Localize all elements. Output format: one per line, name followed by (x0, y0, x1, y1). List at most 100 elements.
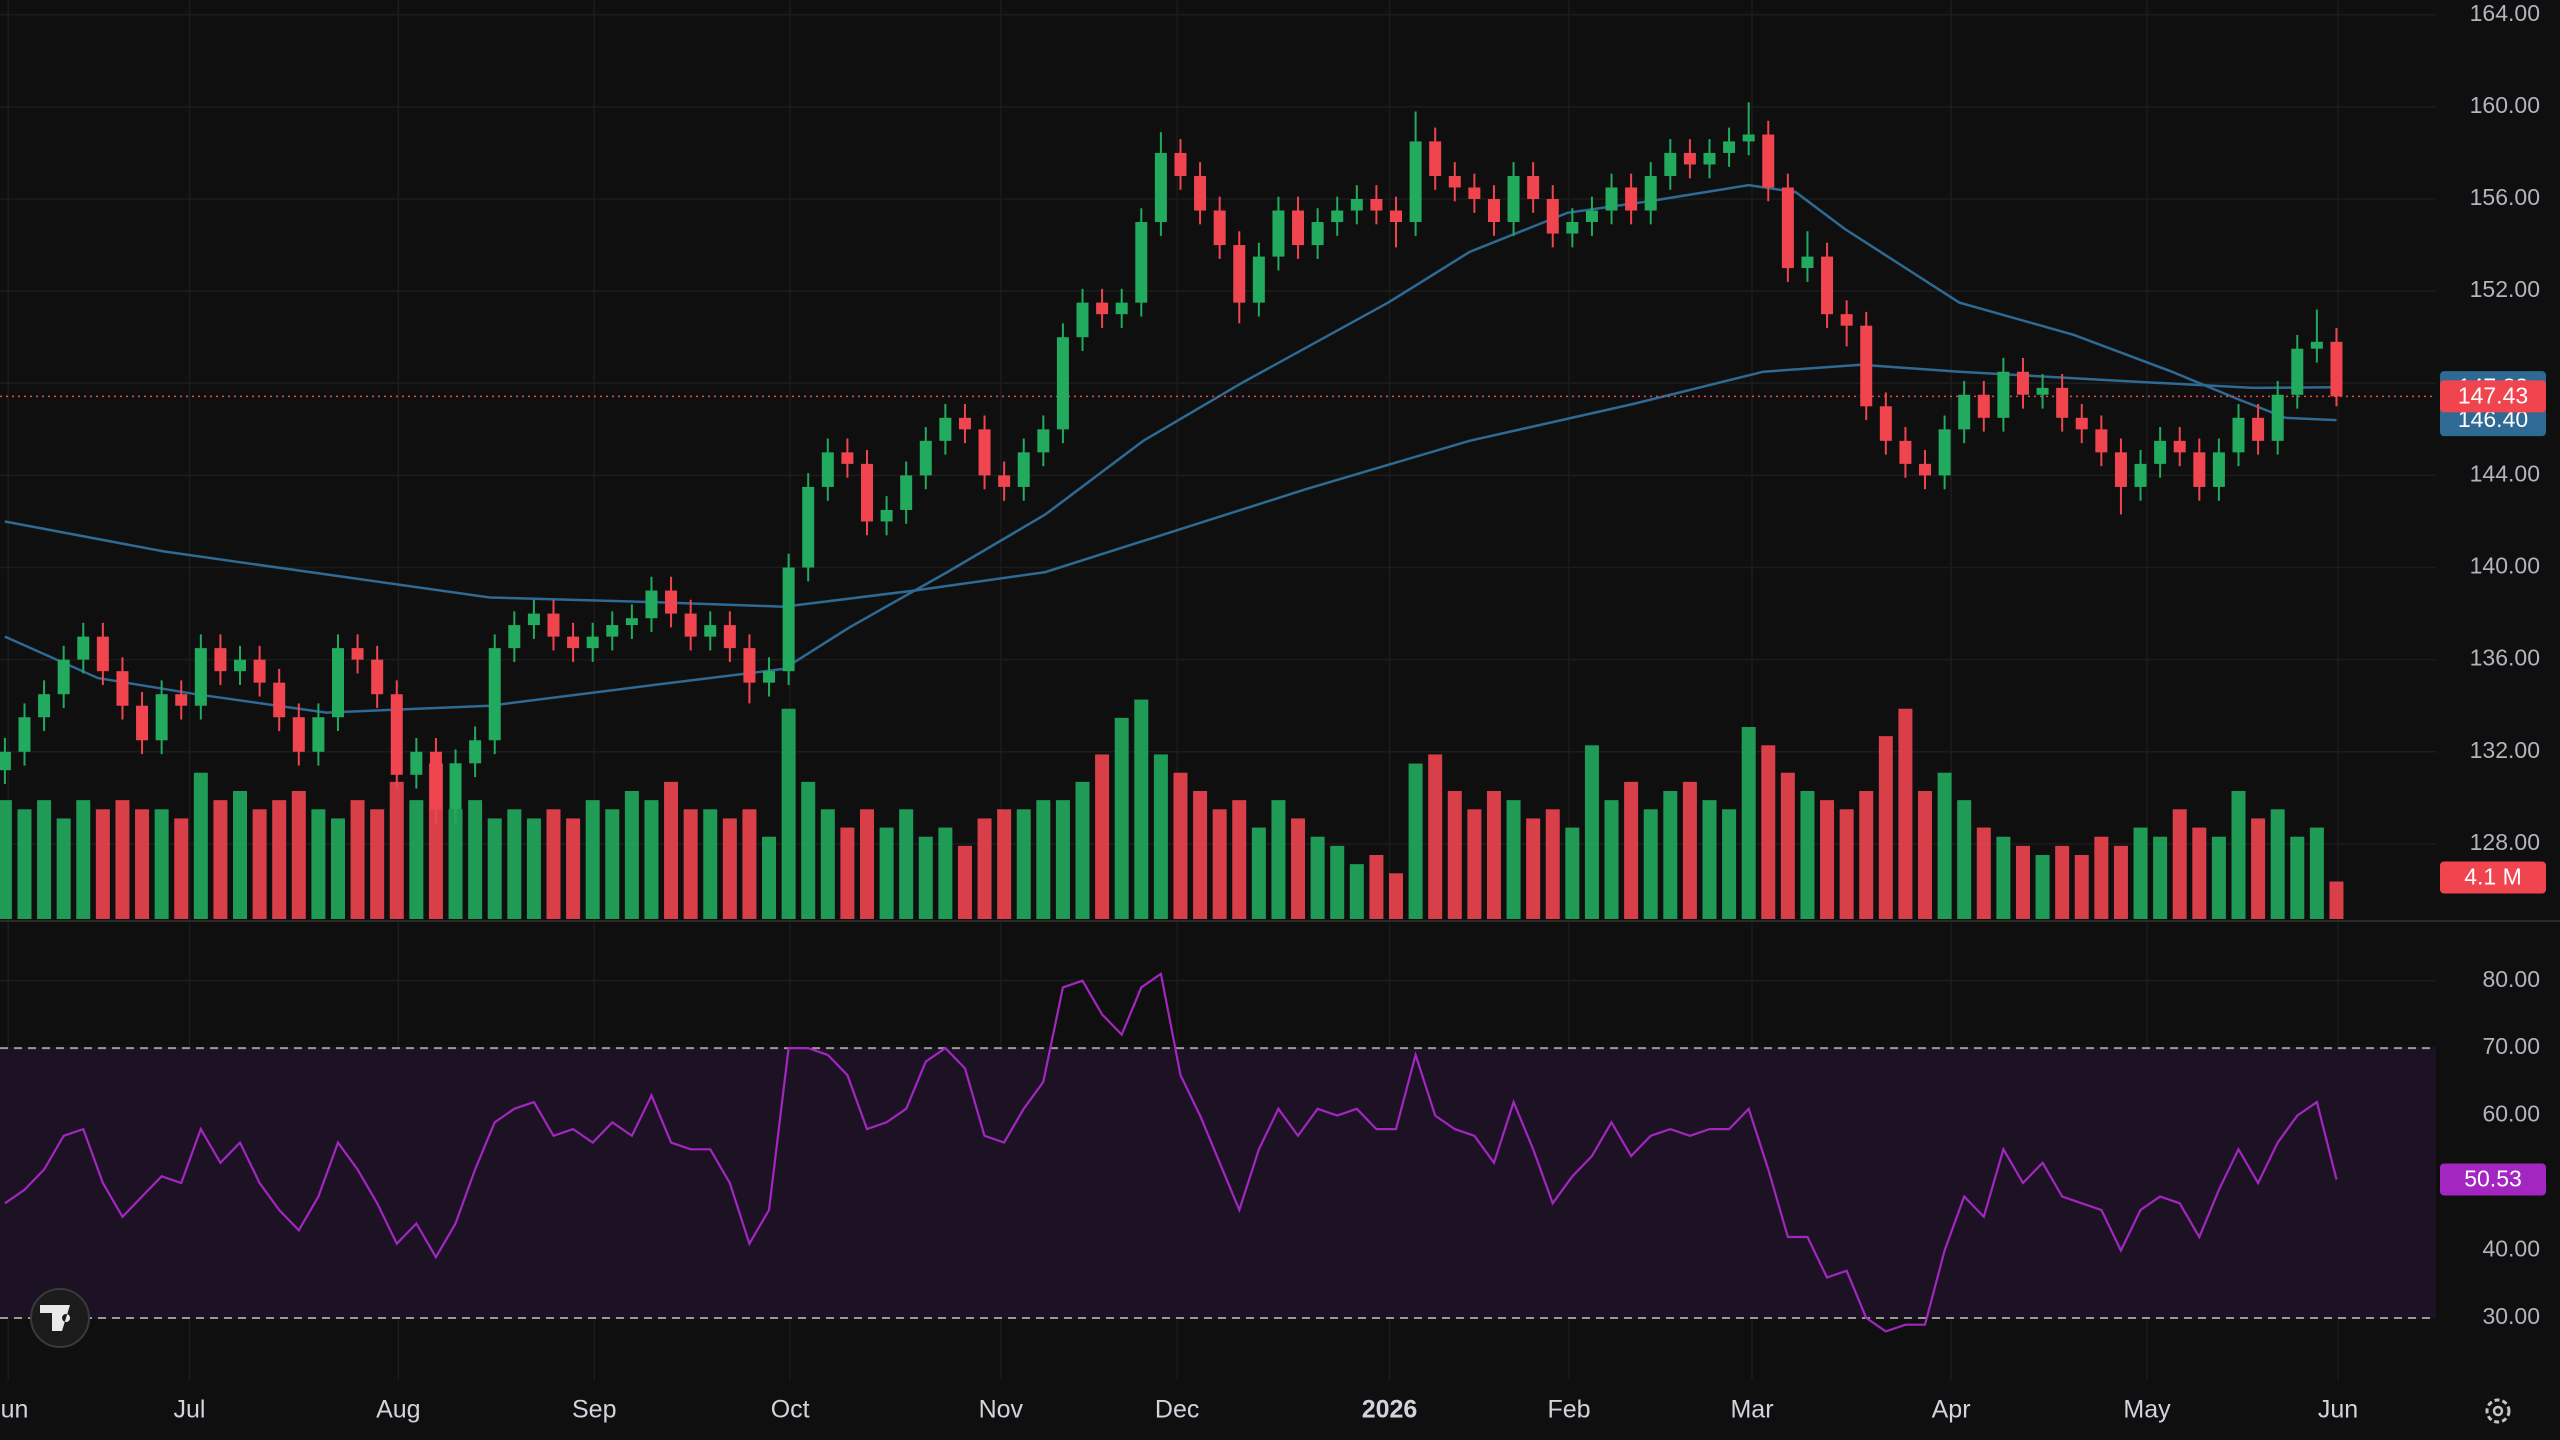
y-tick-label: 132.00 (2470, 737, 2540, 763)
volume-bar (252, 809, 267, 919)
candle-body (841, 452, 854, 464)
candle-body (0, 751, 11, 771)
candle-body (292, 717, 305, 752)
volume-bar (370, 809, 385, 919)
candle-body (2075, 417, 2088, 430)
volume-bar (644, 800, 659, 919)
candle-body (1527, 175, 1540, 200)
x-tick-label: Nov (979, 1396, 1024, 1424)
candle-body (586, 636, 599, 649)
candle-body (2114, 452, 2127, 487)
volume-bar (17, 809, 32, 919)
tradingview-logo[interactable] (30, 1288, 90, 1348)
candle-body (1076, 302, 1089, 338)
volume-bar (1486, 791, 1501, 919)
volume-bar (2074, 855, 2089, 919)
candle-body (1096, 302, 1109, 315)
candle-body (527, 613, 540, 626)
candle-body (2056, 387, 2069, 418)
candle-body (488, 648, 501, 741)
candle-body (860, 463, 873, 522)
rsi-line (4, 972, 2338, 1333)
volume-bar (1565, 827, 1580, 919)
volume-bar (1604, 800, 1619, 919)
volume-bar (1467, 809, 1482, 919)
volume-bar (664, 781, 679, 919)
value-tag (2440, 861, 2546, 894)
candle-body (1958, 394, 1971, 430)
candle-body (665, 590, 678, 614)
volume-bar (605, 809, 620, 919)
volume-bar (2172, 809, 2187, 919)
candle-body (1507, 175, 1520, 223)
candle-body (821, 452, 834, 487)
volume-bar (37, 800, 52, 919)
volume-bar (624, 791, 639, 919)
volume-bar (2055, 845, 2070, 919)
candle-body (547, 613, 560, 637)
volume-bar (1251, 827, 1266, 919)
candle-body (1997, 371, 2010, 418)
candle-body (958, 417, 971, 430)
candle-body (1056, 337, 1069, 430)
volume-bar (1506, 800, 1521, 919)
y-tick-label: 156.00 (2470, 184, 2540, 210)
candle-body (1938, 429, 1951, 476)
volume-bar (0, 800, 12, 919)
volume-bar (350, 800, 365, 919)
volume-bar (1780, 772, 1795, 919)
volume-bar (1271, 800, 1286, 919)
candle-body (1370, 199, 1383, 211)
x-tick-label: Sep (572, 1396, 616, 1424)
candle-body (469, 740, 482, 764)
candle-body (802, 486, 815, 568)
candle-body (1566, 222, 1579, 234)
gear-inner[interactable] (2492, 1405, 2504, 1417)
volume-bar (389, 781, 404, 919)
moving-average (4, 363, 2337, 608)
candle-body (96, 636, 109, 672)
candle-body (939, 417, 952, 441)
value-tag-label: 147.43 (2458, 382, 2528, 408)
volume-bar (2211, 836, 2226, 919)
volume-bar (938, 827, 953, 919)
candle-body (1860, 325, 1873, 407)
volume-bars (0, 699, 2344, 919)
volume-bar (2290, 836, 2305, 919)
x-tick-label: Jun (0, 1396, 28, 1424)
y-tick-label: 128.00 (2470, 829, 2540, 855)
x-tick-label: Feb (1547, 1396, 1590, 1424)
candle-body (2154, 440, 2167, 464)
logo-mark[interactable] (40, 1305, 71, 1331)
candle-body (1585, 210, 1598, 223)
volume-bar (1761, 745, 1776, 919)
volume-bar (76, 800, 91, 919)
candle-body (77, 636, 90, 660)
volume-bar (781, 708, 796, 919)
candle-body (273, 682, 286, 718)
candle-body (743, 648, 756, 683)
candle-body (1272, 210, 1285, 257)
candle-body (998, 475, 1011, 487)
candle-body (2271, 394, 2284, 441)
settings-button[interactable] (2485, 1398, 2511, 1424)
candle-body (371, 659, 384, 695)
rsi-tick-label: 30.00 (2482, 1303, 2540, 1329)
candle-body (1037, 429, 1050, 453)
volume-bar (487, 818, 502, 919)
volume-bar (977, 818, 992, 919)
volume-bar (1408, 763, 1423, 919)
gear-outer[interactable] (2485, 1398, 2511, 1424)
volume-bar (2035, 855, 2050, 919)
candle-body (175, 694, 188, 706)
candle-body (684, 613, 697, 637)
candle-body (723, 625, 736, 649)
candle-body (1781, 187, 1794, 269)
volume-bar (566, 818, 581, 919)
volume-bar (1330, 845, 1345, 919)
candle-body (2016, 371, 2029, 395)
volume-bar (1918, 791, 1933, 919)
y-tick-label: 152.00 (2470, 276, 2540, 302)
x-tick-label: Aug (376, 1396, 420, 1424)
